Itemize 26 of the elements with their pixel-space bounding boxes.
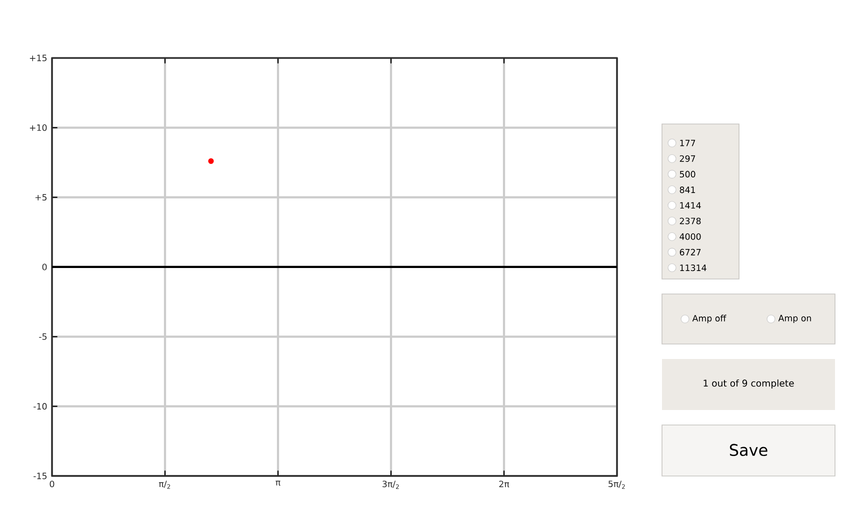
text: 4000	[680, 233, 701, 240]
x-tick-label: 0	[50, 480, 54, 488]
x-tick-label: π/$_{2}$	[158, 480, 170, 489]
y-tick-label: -15	[34, 472, 47, 480]
text: 1414	[680, 202, 701, 209]
x-tick-label: 3π/$_{2}$	[382, 480, 399, 489]
text: 6727	[680, 248, 701, 256]
text: Amp on	[778, 314, 811, 324]
y-tick-label: 0	[42, 264, 47, 270]
text: 177	[680, 140, 696, 146]
text: Amp off	[692, 314, 726, 324]
text: 297	[680, 155, 696, 162]
x-tick-label: π	[276, 480, 280, 486]
y-tick-label: -5	[39, 333, 47, 340]
y-tick-label: +10	[30, 124, 47, 131]
text: 11314	[680, 264, 706, 272]
y-tick-label: +15	[30, 54, 47, 62]
x-tick-label: 5π/$_{2}$	[608, 480, 625, 489]
text: 1 out of 9 complete	[704, 379, 794, 389]
text: Save	[730, 444, 768, 456]
y-tick-label: +5	[35, 194, 47, 201]
text: 841	[680, 186, 695, 194]
y-tick-label: -10	[34, 403, 47, 410]
text: 500	[680, 170, 696, 178]
text: 2378	[680, 218, 701, 224]
x-tick-label: 2π	[499, 480, 510, 488]
